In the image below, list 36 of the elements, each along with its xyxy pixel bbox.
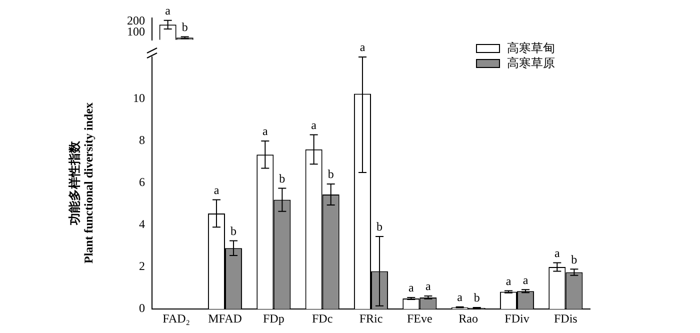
annotation: b bbox=[279, 171, 286, 186]
x-tick-label: FDp bbox=[262, 311, 284, 326]
x-tick-label: FEve bbox=[406, 311, 432, 326]
y-tick-label: 10 bbox=[133, 91, 145, 106]
annotation: b bbox=[182, 20, 188, 34]
x-tick-label: FDc bbox=[312, 311, 333, 326]
y-axis-title: 功能多样性指数 Plant functional diversity index bbox=[67, 102, 96, 264]
annotation: b bbox=[571, 252, 578, 266]
annotation: a bbox=[554, 246, 560, 260]
annotation: b bbox=[474, 290, 480, 305]
annotation: a bbox=[214, 182, 220, 197]
x-tick-label: FDiv bbox=[504, 311, 530, 326]
x-tick-label: FRic bbox=[359, 311, 383, 326]
y-tick-label: 2 bbox=[139, 259, 145, 274]
annotation: a bbox=[426, 279, 432, 294]
x-tick-label: FAD₂ bbox=[162, 311, 190, 326]
annotation: a bbox=[360, 40, 366, 54]
annotation: a bbox=[262, 124, 268, 138]
annotation: a bbox=[165, 4, 172, 18]
y-tick-label: 8 bbox=[139, 133, 145, 148]
annotation: b bbox=[230, 224, 237, 238]
y-tick-label: 0 bbox=[139, 301, 145, 316]
legend-label: 高寒草原 bbox=[507, 56, 555, 70]
x-tick-label: FDis bbox=[554, 311, 578, 326]
annotation: a bbox=[408, 280, 414, 295]
annotation: a bbox=[522, 272, 529, 287]
annotation: a bbox=[457, 290, 464, 304]
x-tick-label: MFAD bbox=[208, 311, 242, 326]
y-tick-label: 6 bbox=[139, 175, 145, 190]
annotation: a bbox=[311, 118, 318, 132]
legend-label: 高寒草甸 bbox=[507, 41, 555, 56]
x-tick-label: Rao bbox=[458, 311, 478, 326]
annotation: b bbox=[376, 220, 383, 234]
y-tick-label: 4 bbox=[139, 217, 145, 232]
annotation: a bbox=[506, 274, 512, 288]
annotation: b bbox=[328, 167, 334, 182]
